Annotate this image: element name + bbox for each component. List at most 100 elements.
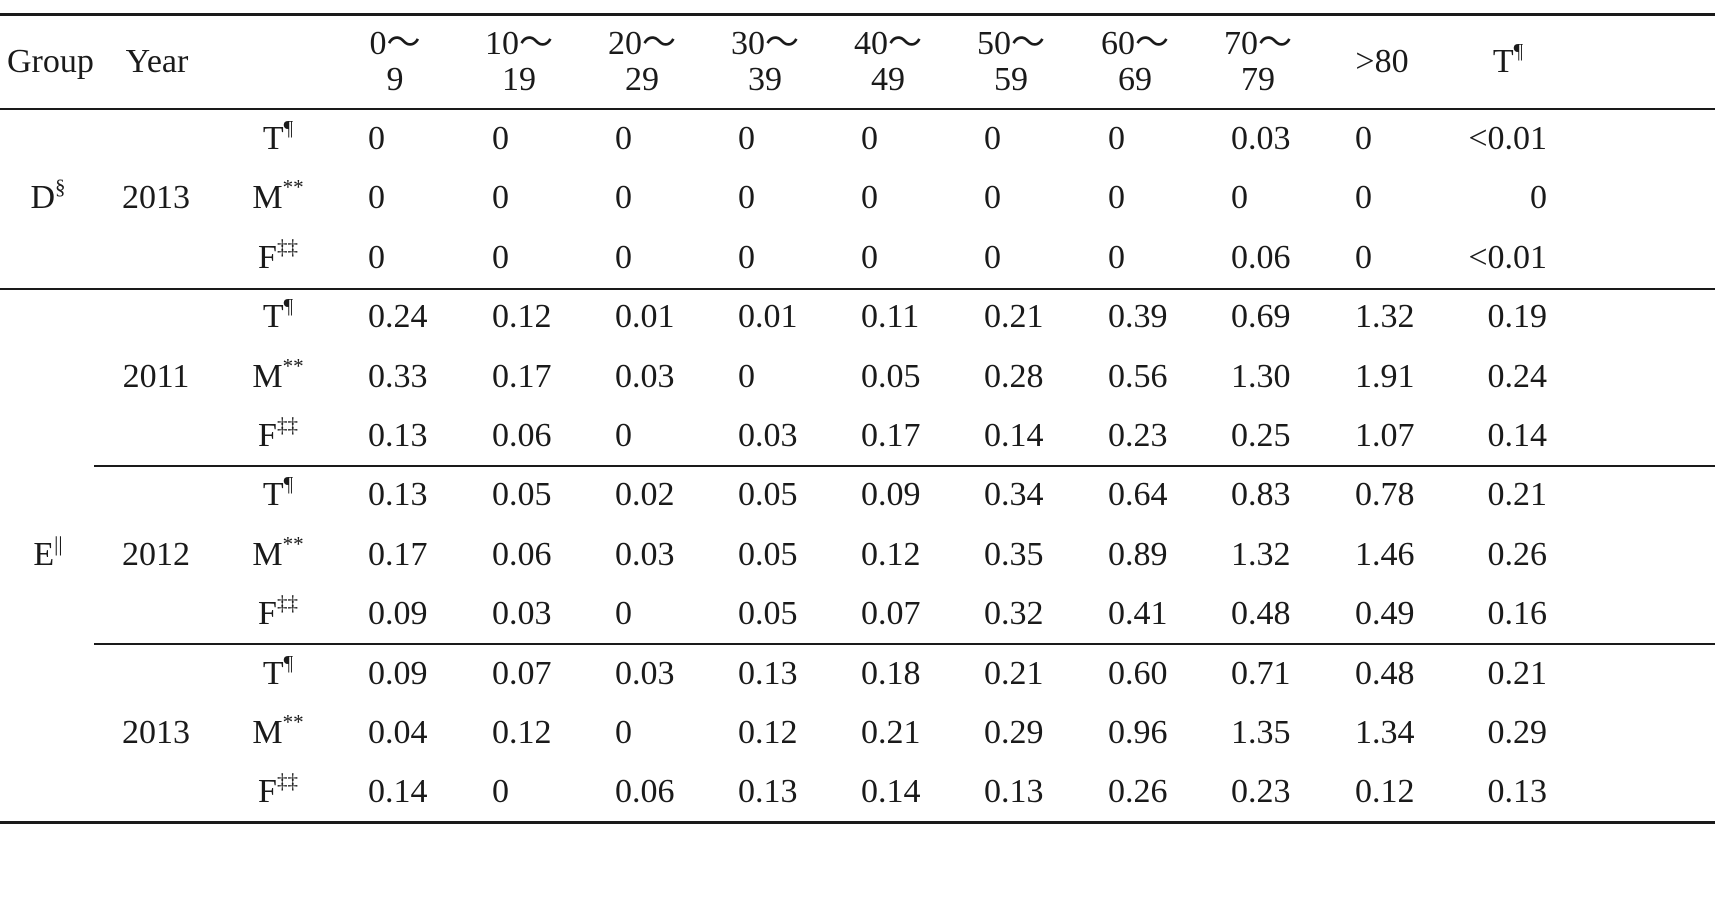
rate-value: 0 [738, 357, 755, 395]
rate-value: 0 [984, 179, 1001, 217]
rate-cell: 0 [368, 180, 385, 216]
rate-value: 0.23 [1108, 417, 1168, 454]
rate-cell: 0 [615, 239, 632, 276]
rate-cell: 0 [738, 238, 755, 276]
rate-cell: 0.13 [738, 655, 798, 692]
total-rate-cell: 0.26 [1488, 536, 1548, 573]
rate-cell: 0 [984, 238, 1001, 276]
age-group-from: 70～ [1224, 25, 1292, 62]
header-age-group: 10～ 19 [485, 26, 553, 98]
rate-value: 0.34 [984, 476, 1044, 514]
rate-cell: 0.07 [492, 654, 552, 692]
rate-cell: 0 [1108, 239, 1125, 276]
rate-cell: 0 [1355, 180, 1372, 216]
rate-value: 0.01 [738, 298, 798, 336]
rate-value: 0.60 [1108, 654, 1168, 692]
rate-value: 0 [1108, 120, 1125, 157]
rate-cell: 0.60 [1108, 654, 1168, 692]
rate-value: 0.24 [1487, 357, 1548, 395]
sex-label: F‡‡ [258, 771, 298, 811]
rate-value: 0.13 [984, 773, 1044, 811]
rate-value: 0.48 [1355, 654, 1415, 692]
year-text: 2011 [122, 357, 190, 395]
header-year: Year [126, 44, 189, 80]
rate-value: 0 [984, 238, 1001, 276]
rate-cell: 0 [615, 715, 632, 751]
rate-cell: 0.34 [984, 477, 1044, 513]
rate-cell: 0.03 [615, 536, 675, 573]
rate-value: 1.91 [1355, 357, 1415, 395]
rate-value: 0.39 [1108, 298, 1168, 336]
rate-value: 0 [492, 773, 509, 811]
rate-cell: 0 [861, 180, 878, 216]
rate-cell: 0.56 [1108, 358, 1168, 395]
group-divider-rule [0, 288, 1715, 290]
rate-cell: 0.03 [615, 655, 675, 692]
rate-value: 0.13 [1487, 773, 1548, 811]
rate-value: 0.07 [492, 654, 552, 692]
rate-value: 0 [615, 417, 632, 454]
sex-label: M** [252, 355, 303, 395]
rate-value: 0 [1355, 238, 1372, 276]
rate-cell: 0.12 [738, 715, 798, 751]
rate-value: 0.32 [984, 595, 1044, 633]
sex-label-base: F [258, 417, 277, 454]
rate-cell: 0.02 [615, 477, 675, 513]
total-rate-cell: <0.01 [1468, 239, 1547, 276]
rate-cell: 1.91 [1355, 357, 1415, 395]
rate-cell: 0.21 [984, 655, 1044, 692]
rate-cell: 0 [1108, 121, 1125, 157]
rate-cell: 0 [492, 121, 509, 157]
rate-cell: 1.35 [1231, 715, 1291, 751]
rate-cell: 0 [1355, 121, 1372, 157]
rate-cell: 0.05 [861, 357, 921, 395]
sex-label: F‡‡ [258, 415, 298, 454]
rate-value: 0.18 [861, 654, 921, 692]
rate-cell: 0.05 [738, 596, 798, 632]
rate-value: 0.05 [738, 535, 798, 573]
sex-label-marker: ** [282, 531, 304, 556]
rate-value: 1.35 [1231, 714, 1291, 751]
rate-value: 0 [738, 238, 755, 276]
rate-value: 0 [368, 120, 385, 157]
rate-value: 0.03 [738, 417, 798, 454]
rate-cell: 0.06 [1231, 239, 1291, 276]
rate-value: 0.41 [1108, 595, 1168, 633]
header-age-group: 20～ 29 [608, 26, 676, 98]
year-divider-rule [94, 465, 1715, 467]
age-group-to: 19 [502, 61, 536, 98]
total-rate-cell: 0.29 [1488, 715, 1548, 751]
rate-value: 0.03 [1231, 120, 1291, 157]
rate-cell: 0.18 [861, 654, 921, 692]
rate-value: 0 [1108, 179, 1125, 217]
rate-cell: 0.09 [368, 655, 428, 692]
rate-value: 1.32 [1231, 535, 1291, 573]
year-text: 2012 [122, 535, 190, 573]
header-age-group: 40～ 49 [854, 26, 922, 98]
rate-value: 0 [861, 238, 878, 276]
rate-cell: 0.09 [861, 477, 921, 513]
rate-value: 0.05 [861, 357, 921, 395]
header-age-group: 70～ 79 [1224, 26, 1292, 98]
sex-label: T¶ [263, 652, 293, 692]
rate-cell: 0.39 [1108, 299, 1168, 335]
sex-label-base: T [262, 120, 284, 157]
header-group-text: Group [7, 43, 94, 80]
age-group-from: 40～ [854, 25, 922, 62]
rate-value: 0 [1355, 120, 1372, 157]
rate-cell: 0.48 [1355, 654, 1415, 692]
sex-label-base: F [258, 773, 277, 811]
group-label-base: D [30, 179, 56, 217]
rate-cell: 0 [492, 180, 509, 216]
rate-cell: 0 [1355, 238, 1372, 276]
sex-label-base: T [262, 476, 284, 514]
rate-cell: 1.46 [1355, 536, 1415, 573]
rate-cell: 0.21 [861, 715, 921, 751]
rate-cell: 1.07 [1355, 418, 1415, 454]
group-label-base: E [33, 535, 55, 573]
rate-value: 0.13 [368, 476, 428, 514]
rate-value: 0.06 [492, 535, 552, 573]
total-rate-cell: 0.16 [1488, 596, 1548, 632]
rate-cell: 0.01 [615, 299, 675, 335]
rate-cell: 0.83 [1231, 477, 1291, 513]
